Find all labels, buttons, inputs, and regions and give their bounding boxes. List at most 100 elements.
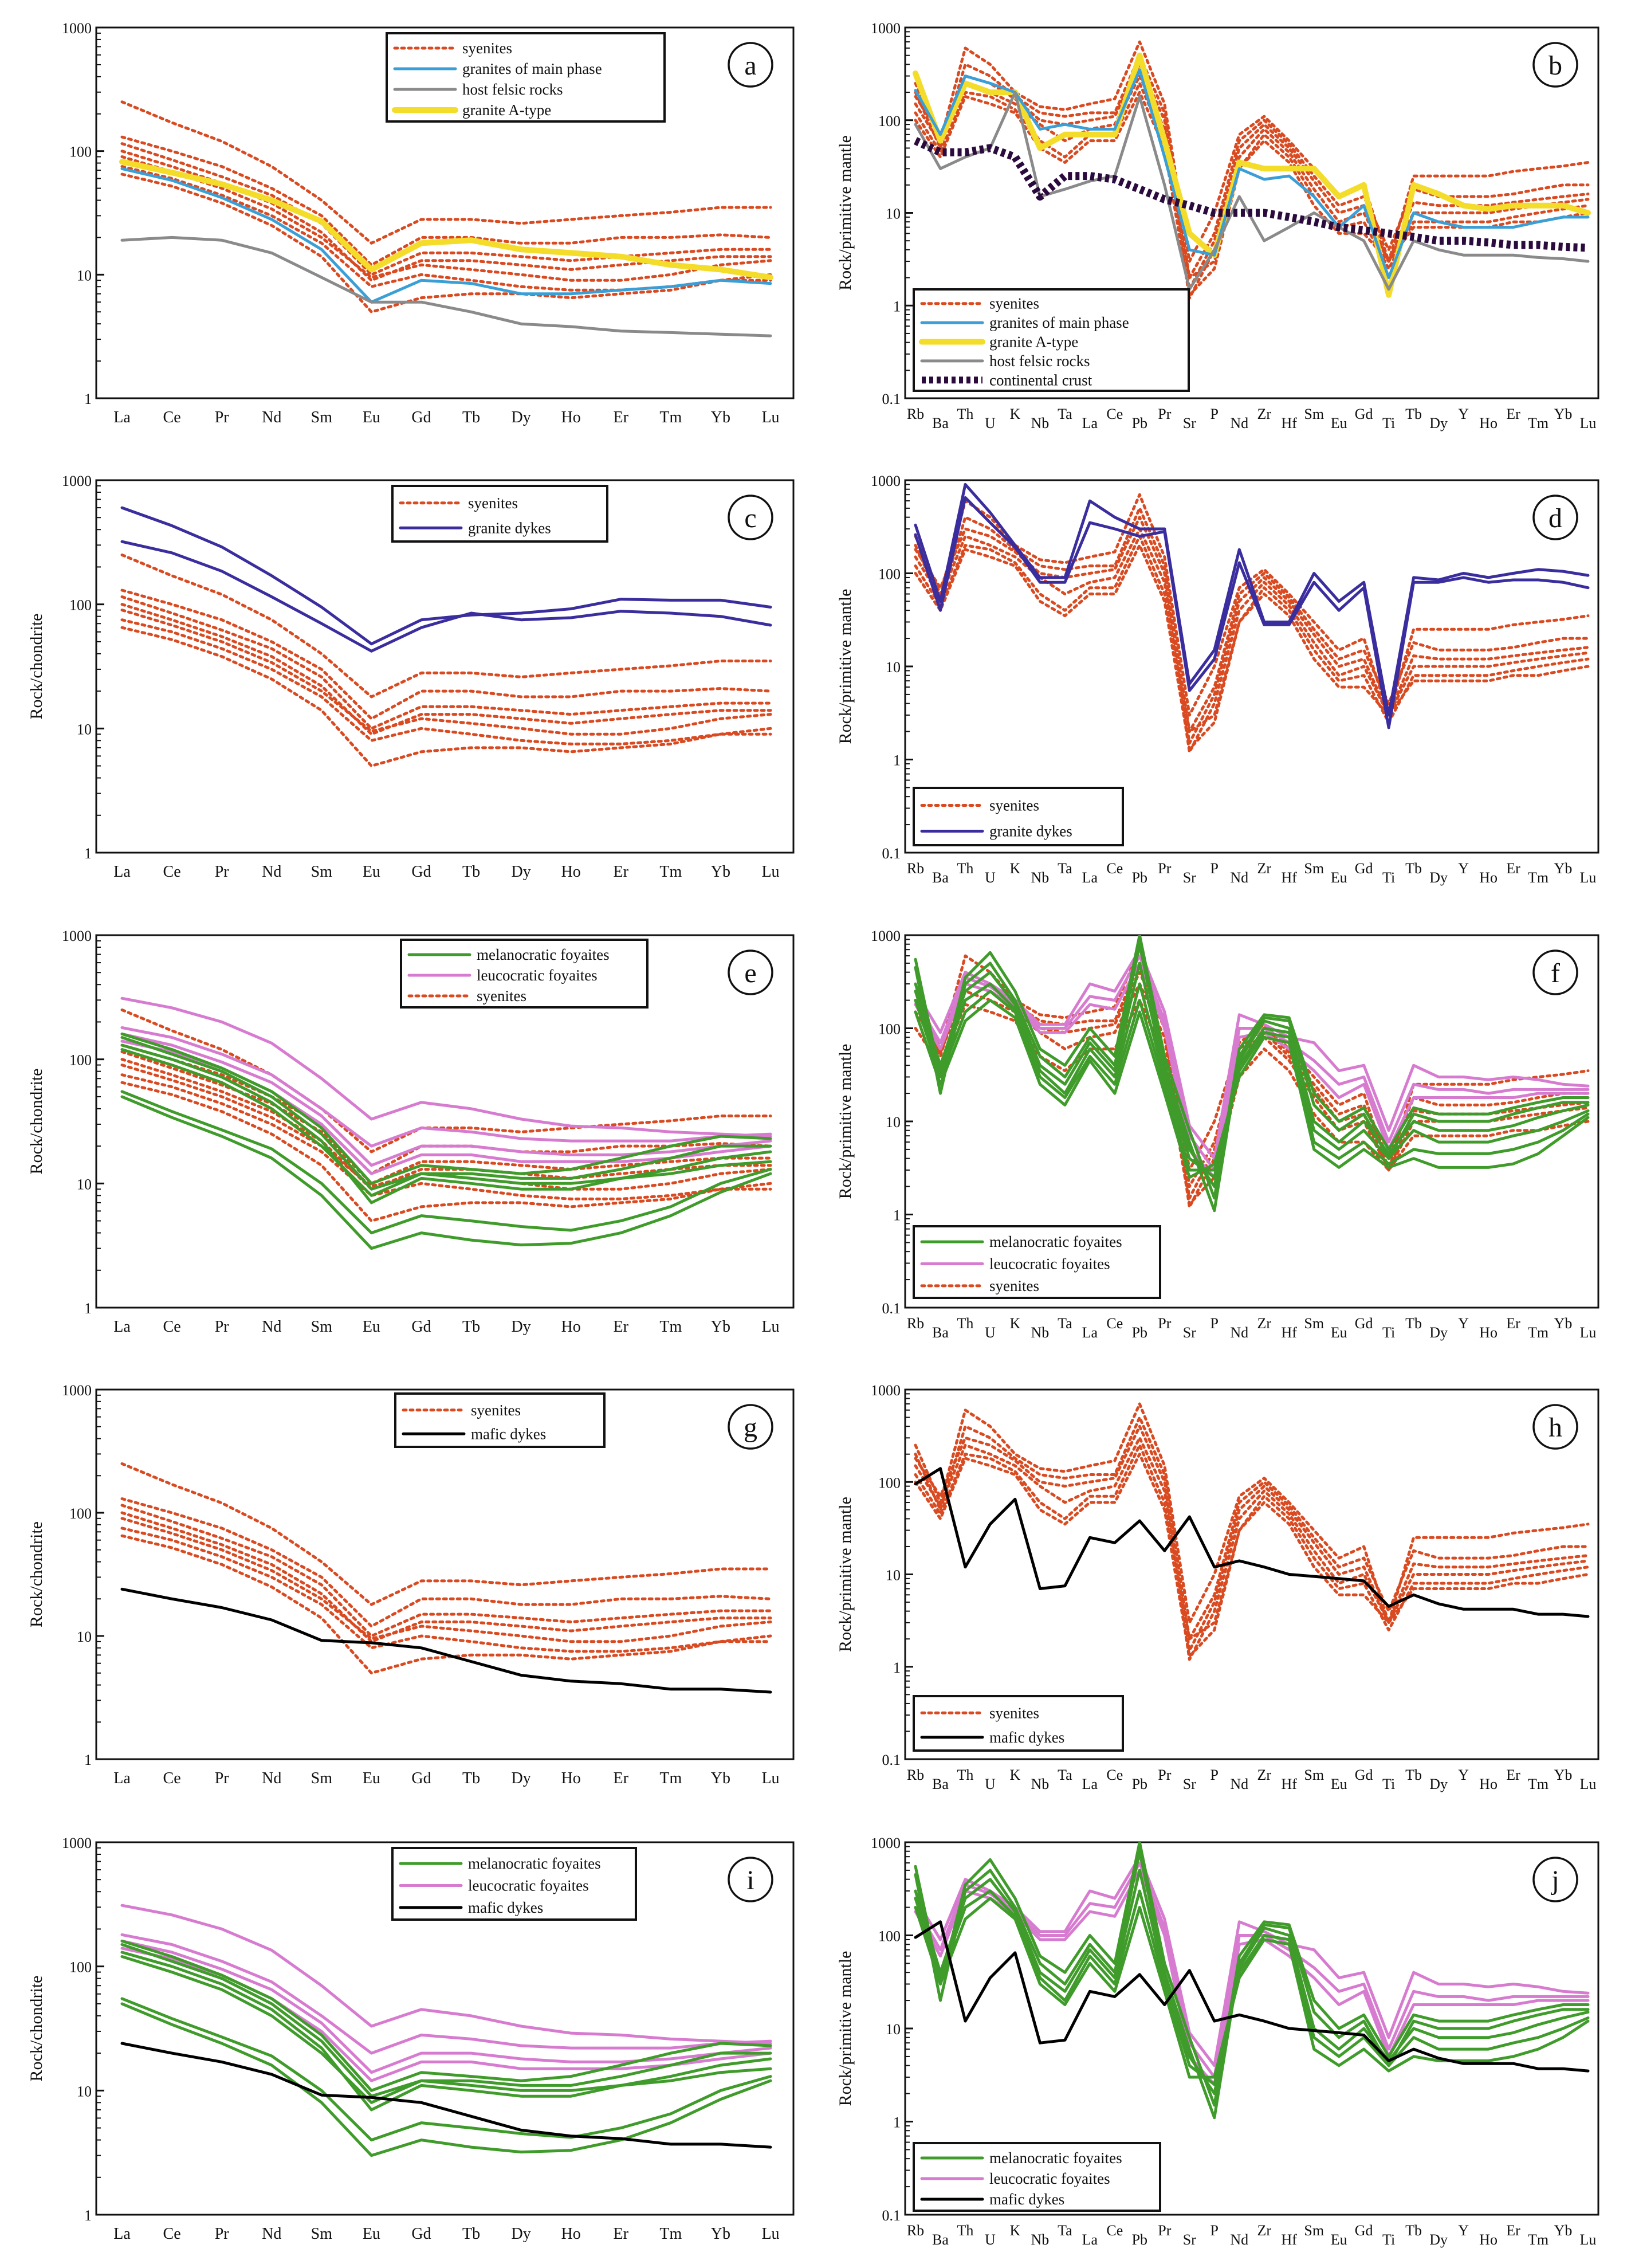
- x-tick-label: Eu: [1331, 869, 1347, 886]
- x-tick-label: La: [1082, 1776, 1098, 1792]
- series-line: [120, 1904, 772, 2045]
- x-tick-label: Sm: [1304, 860, 1324, 877]
- x-tick-label: Sm: [311, 1769, 333, 1787]
- series-line: [914, 962, 1590, 1188]
- x-tick-label: Ce: [163, 1318, 181, 1336]
- series-line: [914, 954, 1590, 1172]
- x-tick-label: U: [985, 1324, 996, 1341]
- x-tick-label: Ti: [1382, 1776, 1395, 1792]
- series-line: [120, 150, 772, 282]
- x-tick-label: Pb: [1132, 869, 1147, 886]
- x-tick-label: Dy: [511, 409, 530, 426]
- x-tick-label: Ho: [561, 409, 581, 426]
- x-tick-label: Er: [614, 409, 629, 426]
- x-tick-label: Pr: [215, 863, 230, 881]
- legend-box: [913, 787, 1124, 846]
- series-line: [120, 1939, 772, 2092]
- y-tick-label: 100: [69, 597, 92, 614]
- series-group: [914, 1402, 1590, 1661]
- x-tick-label: Hf: [1282, 415, 1298, 431]
- series-line: [120, 172, 772, 313]
- x-tick-label: Nd: [262, 2225, 281, 2243]
- legend-label: melanocratic foyaites: [468, 1855, 601, 1872]
- x-tick-label: P: [1210, 860, 1219, 877]
- x-tick-label: La: [113, 1318, 131, 1336]
- y-axis-label: Rock/chondrite: [27, 1521, 46, 1627]
- x-tick-label: Yb: [1554, 2222, 1573, 2239]
- series-group: [120, 1904, 772, 2157]
- y-tick-label: 1000: [62, 928, 92, 944]
- series-line: [914, 1443, 1590, 1641]
- panel-letter: f: [1551, 958, 1560, 988]
- x-tick-label: Pr: [1158, 406, 1171, 422]
- x-tick-label: Th: [957, 1315, 974, 1332]
- series-line: [120, 1504, 772, 1638]
- y-tick-label: 100: [69, 1052, 92, 1069]
- x-tick-label: Tb: [462, 1318, 480, 1336]
- x-tick-label: Sm: [311, 2225, 333, 2243]
- x-tick-label: Dy: [1429, 1324, 1448, 1341]
- x-tick-label: Gd: [1355, 406, 1373, 422]
- series-line: [914, 990, 1590, 1172]
- x-tick-label: Th: [957, 406, 974, 422]
- series-line: [914, 1920, 1590, 2073]
- x-tick-label: K: [1010, 1315, 1021, 1332]
- x-tick-label: K: [1010, 860, 1021, 877]
- x-tick-label: Eu: [363, 2225, 380, 2243]
- x-tick-label: Zr: [1257, 1315, 1271, 1332]
- legend-box: [391, 485, 608, 543]
- x-tick-label: Gd: [1355, 2222, 1373, 2239]
- series-line: [914, 982, 1590, 1179]
- series-line: [120, 1032, 772, 1167]
- x-tick-label: U: [985, 869, 996, 886]
- y-tick-label: 100: [69, 144, 92, 160]
- x-tick-label: Yb: [1554, 1315, 1573, 1332]
- series-line: [120, 1032, 772, 1185]
- x-tick-label: Er: [1506, 406, 1520, 422]
- series-line: [914, 544, 1590, 751]
- y-tick-label: 10: [886, 1567, 901, 1584]
- x-tick-label: Yb: [711, 409, 730, 426]
- series-line: [914, 1425, 1590, 1652]
- panel-h: 0.1 1 10 100 1000 Rb Ba Th UK Nb Ta La Ce Pb Pr Sr P Nd Zr…: [836, 1382, 1599, 1792]
- y-tick-label: 100: [878, 113, 901, 130]
- series-line: [914, 535, 1590, 733]
- panel-letter-badge: [1532, 1857, 1578, 1902]
- x-tick-label: Ho: [561, 2225, 581, 2243]
- x-tick-label: Ho: [1479, 1776, 1498, 1792]
- x-tick-label: U: [985, 415, 996, 431]
- x-tick-label: Yb: [1554, 406, 1573, 422]
- x-tick-label: Gd: [1355, 1315, 1373, 1332]
- series-line: [120, 626, 772, 768]
- panel-a: 1 10 100 1000 La Ce Pr Nd Sm Eu Gd Tb Dy Ho Er Tm Yb Lu sy…: [62, 20, 795, 426]
- x-tick-label: Th: [957, 860, 974, 877]
- x-tick-label: Nd: [1230, 415, 1248, 431]
- plot-frame: [95, 479, 795, 854]
- x-tick-label: Nb: [1031, 869, 1050, 886]
- x-tick-label: Tb: [1405, 860, 1422, 877]
- series-line: [120, 2042, 772, 2149]
- x-tick-label: Nd: [262, 1318, 281, 1336]
- x-tick-label: Pr: [215, 2225, 230, 2243]
- x-tick-label: Ti: [1382, 415, 1395, 431]
- series-line: [914, 482, 1590, 717]
- x-tick-label: P: [1210, 1315, 1219, 1332]
- series-group: [914, 482, 1590, 754]
- x-tick-label: Tm: [659, 1769, 682, 1787]
- x-tick-label: Er: [1506, 860, 1520, 877]
- legend: syenites granite dykes: [391, 485, 608, 543]
- legend-label: leucocratic foyaites: [989, 1255, 1110, 1273]
- y-tick-label: 1: [893, 298, 901, 315]
- x-tick-label: Gd: [1355, 1767, 1373, 1783]
- series-line: [120, 155, 772, 282]
- series-line: [914, 1416, 1590, 1641]
- series-line: [120, 1048, 772, 1197]
- legend: melanocratic foyaites leucocratic foyaite…: [400, 939, 649, 1009]
- x-tick-label: Y: [1458, 1315, 1469, 1332]
- panel-letter-badge: [1532, 495, 1578, 540]
- x-tick-label: Pr: [215, 1769, 230, 1787]
- x-tick-label: Hf: [1282, 2231, 1298, 2248]
- legend-label: syenites: [989, 797, 1039, 814]
- x-tick-label: Tm: [659, 409, 682, 426]
- series-group: [120, 996, 772, 1250]
